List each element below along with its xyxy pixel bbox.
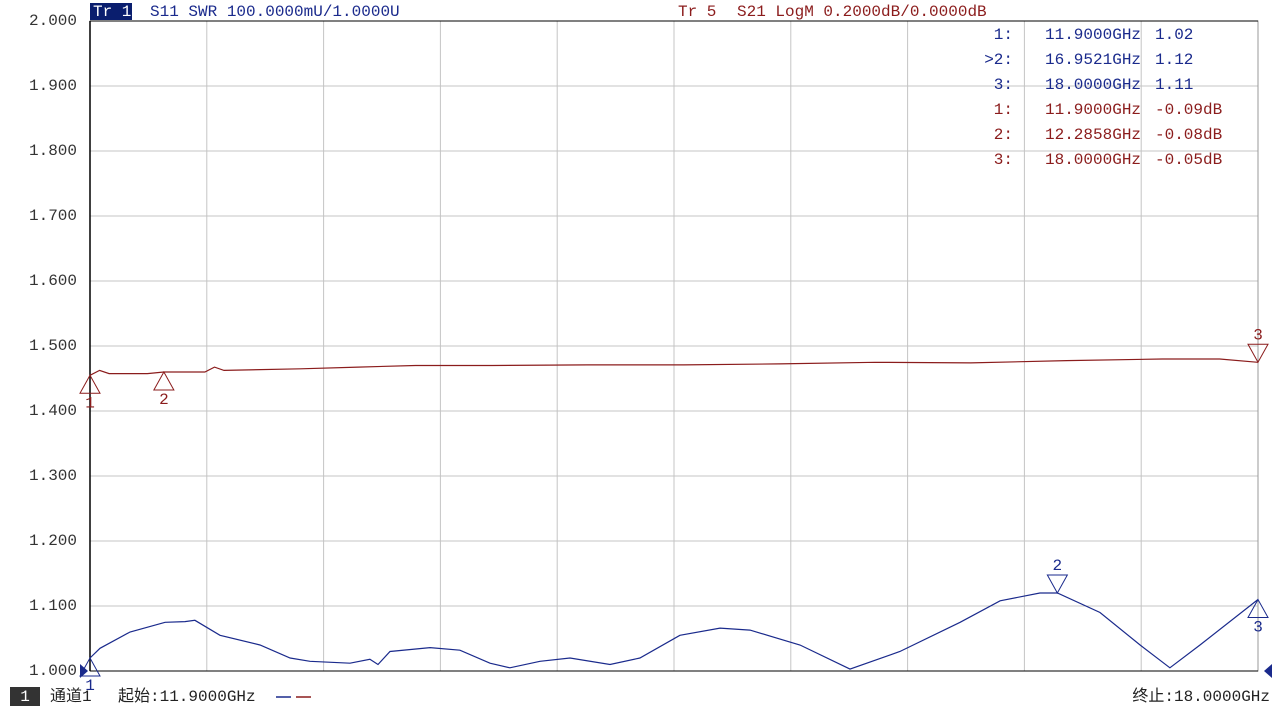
marker — [153, 370, 175, 391]
channel-box — [10, 687, 40, 706]
marker-readout-frequency: 18.0000GHz — [1045, 76, 1141, 94]
marker — [79, 656, 101, 677]
marker-readout-value: -0.09dB — [1155, 101, 1222, 119]
marker-readout-index: 1: — [994, 101, 1013, 119]
reference-arrow — [80, 664, 88, 678]
marker-readout-index: 3: — [994, 76, 1013, 94]
marker-readout-index: 3: — [994, 151, 1013, 169]
y-tick-label: 2.000 — [29, 12, 77, 30]
trace-line — [89, 358, 1259, 376]
y-tick-label: 1.100 — [29, 597, 77, 615]
marker-readout-index: 1: — [994, 26, 1013, 44]
marker-label: 1 — [85, 677, 95, 695]
y-tick-label: 1.900 — [29, 77, 77, 95]
marker — [1046, 574, 1069, 595]
marker-readout-value: -0.05dB — [1155, 151, 1222, 169]
trace-line — [89, 592, 1259, 670]
marker-label: 1 — [85, 394, 95, 412]
marker-label: 3 — [1253, 619, 1263, 637]
stop-frequency: 终止:18.0000GHz — [1132, 687, 1270, 706]
y-tick-label: 1.500 — [29, 337, 77, 355]
y-tick-label: 1.300 — [29, 467, 77, 485]
y-tick-label: 1.200 — [29, 532, 77, 550]
marker-readout-frequency: 12.2858GHz — [1045, 126, 1141, 144]
marker-label: 2 — [159, 391, 169, 409]
active-trace-box — [90, 3, 132, 20]
marker-readout-frequency: 11.9000GHz — [1045, 101, 1141, 119]
marker-readout-value: 1.02 — [1155, 26, 1193, 44]
y-tick-label: 1.000 — [29, 662, 77, 680]
y-tick-label: 1.700 — [29, 207, 77, 225]
legend-entry: S21 LogM 0.2000dB/0.0000dB — [737, 3, 987, 21]
y-tick-label: 1.800 — [29, 142, 77, 160]
marker-readout-value: -0.08dB — [1155, 126, 1222, 144]
start-frequency: 起始:11.9000GHz — [118, 687, 256, 706]
y-tick-label: 1.400 — [29, 402, 77, 420]
marker-readout-frequency: 16.9521GHz — [1045, 51, 1141, 69]
marker — [1247, 343, 1269, 364]
trace-label: Tr 5 — [678, 3, 716, 21]
marker-readout-index: 2: — [994, 126, 1013, 144]
reference-arrow — [1264, 664, 1272, 678]
marker-readout-index: >2: — [984, 51, 1013, 69]
marker-label: 3 — [1253, 326, 1263, 344]
marker-label: 2 — [1053, 557, 1063, 575]
marker — [79, 374, 101, 394]
marker — [1247, 598, 1269, 618]
legend-entry: S11 SWR 100.0000mU/1.0000U — [150, 3, 400, 21]
trace-label: Tr 1 — [93, 3, 131, 21]
marker-readout-frequency: 11.9000GHz — [1045, 26, 1141, 44]
channel-number: 1 — [20, 688, 30, 706]
y-tick-label: 1.600 — [29, 272, 77, 290]
marker-readout-value: 1.11 — [1155, 76, 1193, 94]
marker-readout-frequency: 18.0000GHz — [1045, 151, 1141, 169]
marker-readout-value: 1.12 — [1155, 51, 1193, 69]
channel-name: 通道1 — [50, 687, 92, 706]
